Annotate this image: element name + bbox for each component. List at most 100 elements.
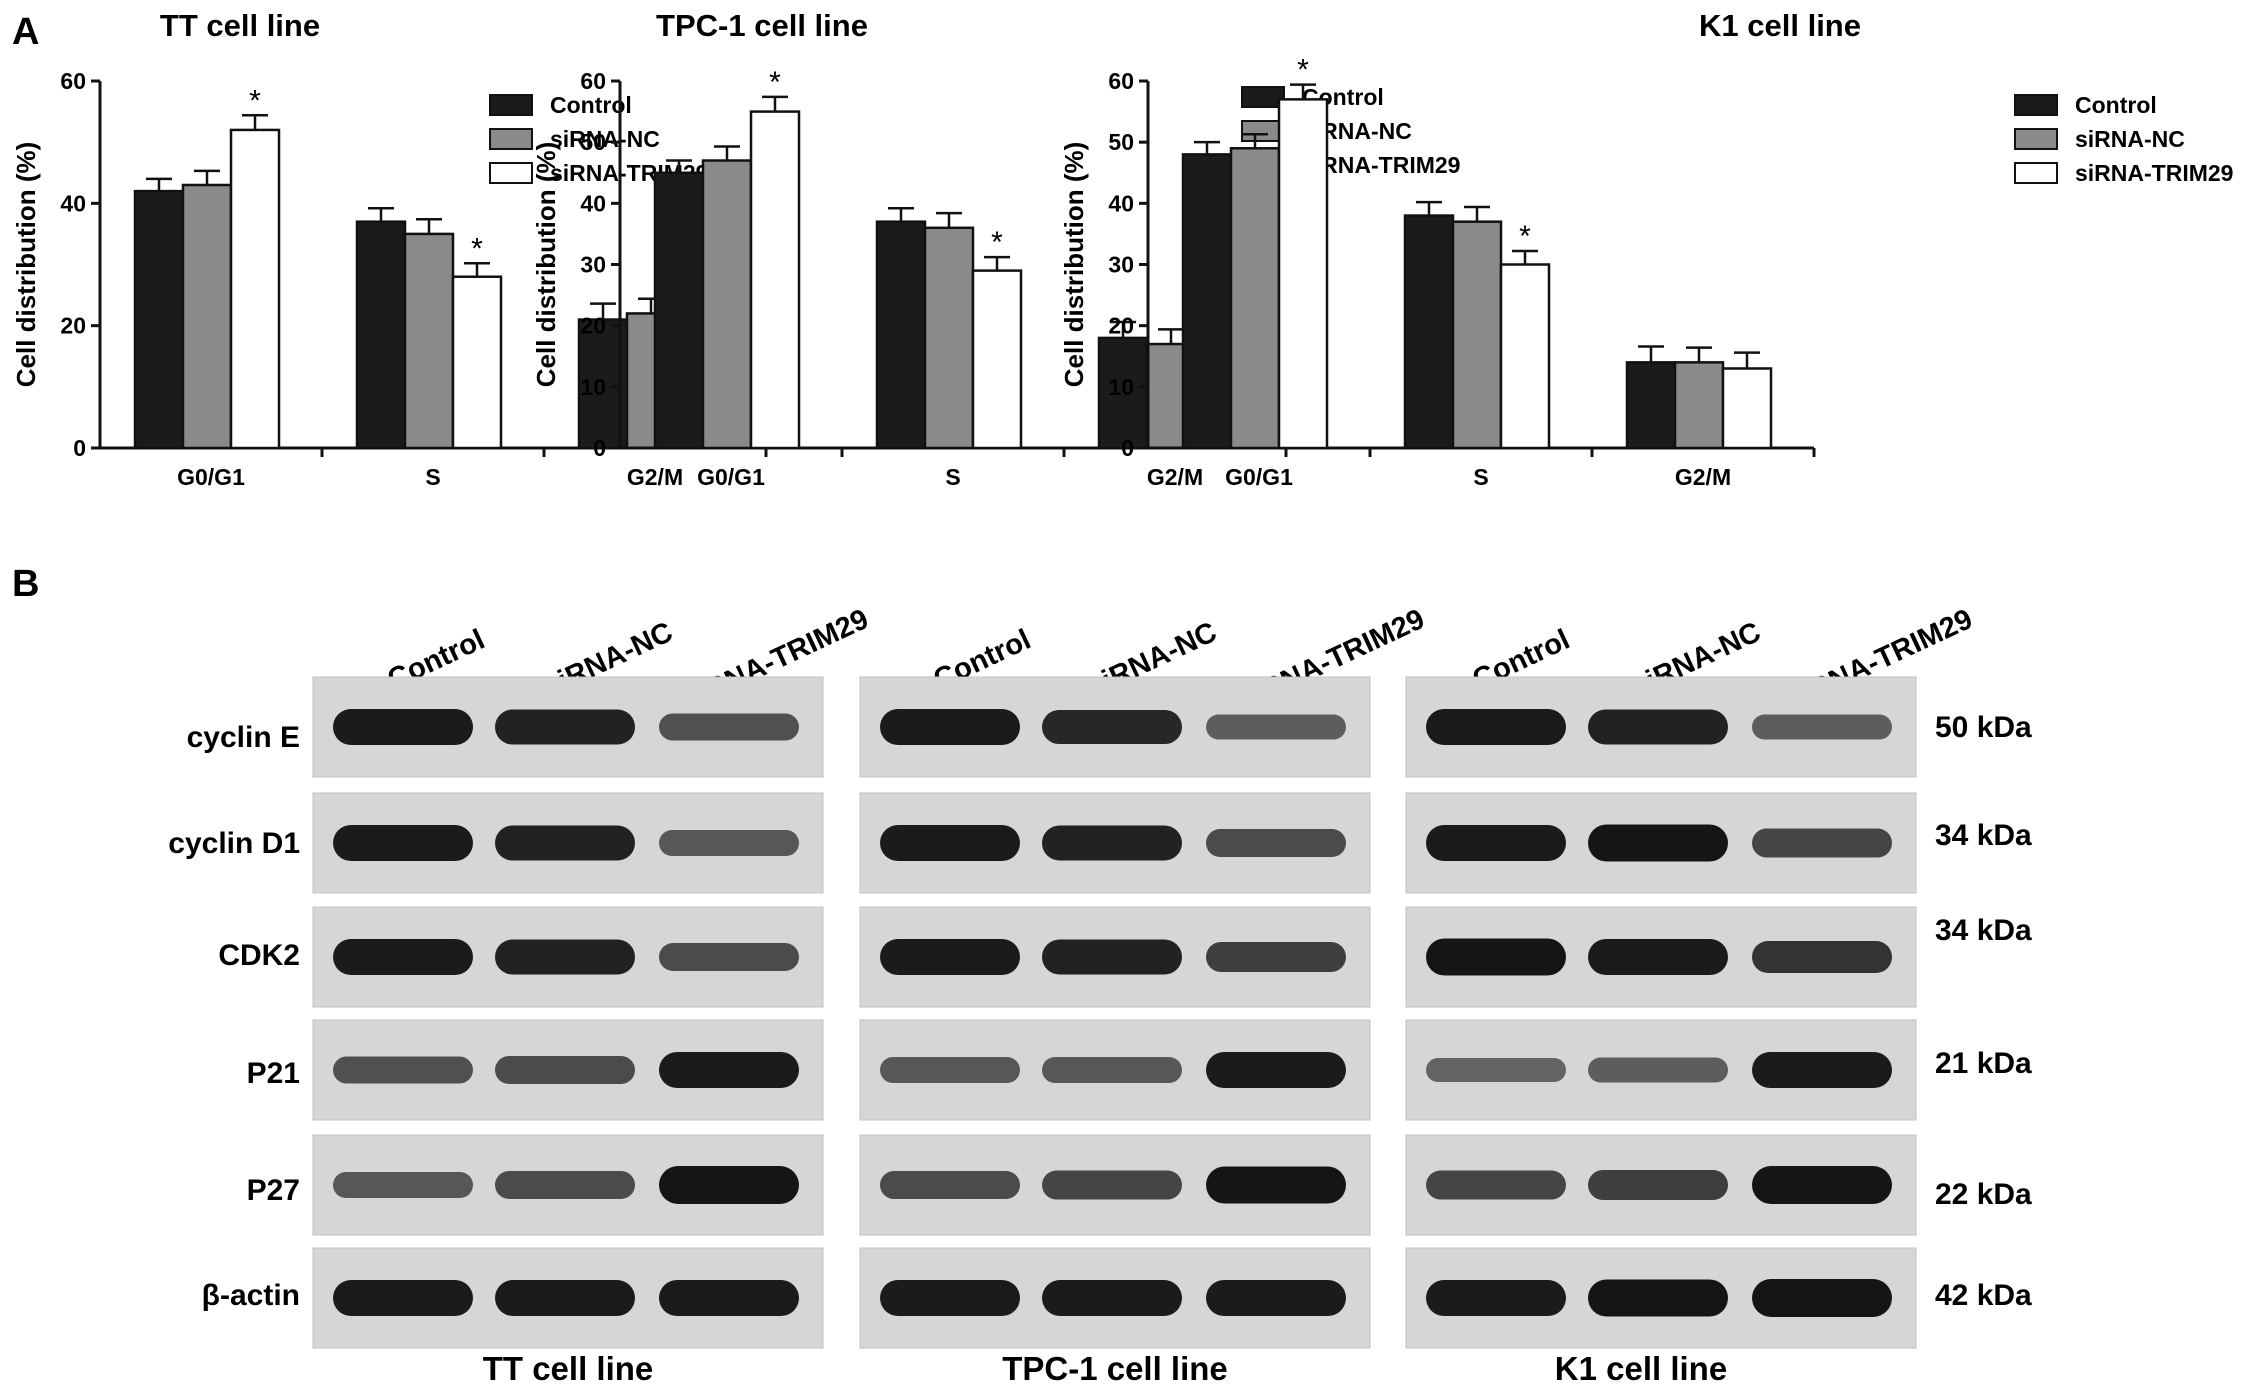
band — [1042, 1280, 1182, 1316]
y-tick-label: 60 — [1108, 68, 1134, 94]
chart-0: TT cell line Cell distribution (%) 0 20 40 60… — [11, 8, 768, 490]
band — [1206, 942, 1346, 972]
band — [1426, 1170, 1566, 1200]
y-tick-label: 50 — [580, 129, 606, 155]
y-tick-label: 20 — [1108, 313, 1134, 339]
band — [1206, 829, 1346, 857]
bar — [1673, 361, 1725, 450]
band — [1588, 1170, 1728, 1200]
cell-line-label: TPC-1 cell line — [1002, 1350, 1228, 1387]
protein-label: P21 — [247, 1057, 300, 1090]
y-tick-label: 0 — [73, 435, 86, 461]
legend-label: siRNA-NC — [550, 126, 660, 152]
x-tick-label: G2/M — [1675, 464, 1731, 490]
y-tick-label: 40 — [1108, 190, 1134, 216]
bar — [875, 220, 927, 450]
panel-b-label: B — [12, 563, 39, 605]
band — [1752, 1279, 1892, 1317]
band — [333, 709, 473, 745]
band — [1042, 825, 1182, 861]
band — [1588, 939, 1728, 975]
band — [333, 1172, 473, 1198]
band — [659, 1052, 799, 1088]
bar — [1721, 367, 1773, 450]
y-tick-label: 30 — [1108, 252, 1134, 278]
x-tick-label: G2/M — [627, 464, 683, 490]
band — [495, 1280, 635, 1316]
y-tick-label: 60 — [580, 68, 606, 94]
protein-label: cyclin D1 — [168, 827, 300, 860]
bar — [451, 275, 503, 450]
band — [880, 1057, 1020, 1083]
band — [495, 939, 635, 975]
significance-mark: * — [991, 226, 1003, 259]
x-tick-label: G2/M — [1147, 464, 1203, 490]
band — [880, 825, 1020, 861]
band — [1752, 1166, 1892, 1204]
band — [495, 1171, 635, 1199]
chart-title: TPC-1 cell line — [656, 8, 868, 43]
significance-mark: * — [249, 84, 261, 117]
band — [333, 1056, 473, 1084]
bar — [133, 189, 185, 450]
y-tick-label: 40 — [60, 190, 86, 216]
protein-label: cyclin E — [187, 721, 300, 754]
bar — [403, 232, 455, 450]
band — [1042, 1170, 1182, 1200]
band — [1426, 825, 1566, 861]
bar — [749, 110, 801, 450]
band — [1752, 714, 1892, 740]
x-tick-label: S — [425, 464, 440, 490]
bar — [355, 220, 407, 450]
band — [1426, 1280, 1566, 1316]
band — [880, 939, 1020, 975]
band — [1426, 709, 1566, 745]
legend-swatch — [2014, 162, 2058, 184]
significance-mark: * — [1297, 54, 1309, 87]
band — [333, 825, 473, 861]
band — [1752, 828, 1892, 858]
y-axis-label: Cell distribution (%) — [531, 142, 561, 388]
legend-label: siRNA-TRIM29 — [2075, 160, 2233, 186]
band — [1752, 1052, 1892, 1088]
y-tick-label: 0 — [593, 435, 606, 461]
chart-2: K1 cell line Cell distribution (%) 0 10 20 30… — [1059, 8, 2233, 490]
bar — [1181, 153, 1233, 450]
bar — [1451, 220, 1503, 450]
molecular-weight-label: 21 kDa — [1935, 1047, 2032, 1080]
protein-label: CDK2 — [218, 939, 300, 972]
y-tick-label: 40 — [580, 190, 606, 216]
y-axis-label: Cell distribution (%) — [11, 142, 41, 388]
band — [1042, 939, 1182, 975]
legend-swatch — [2014, 128, 2058, 150]
band — [659, 943, 799, 971]
y-tick-label: 20 — [580, 313, 606, 339]
bar — [923, 226, 975, 450]
band — [880, 1280, 1020, 1316]
band — [1206, 714, 1346, 740]
legend-swatch — [2014, 94, 2058, 116]
legend-swatch — [1241, 120, 1285, 142]
band — [333, 1280, 473, 1316]
band — [1042, 710, 1182, 744]
legend-swatch — [489, 162, 533, 184]
protein-label: β-actin — [202, 1279, 300, 1312]
legend-label: Control — [550, 92, 632, 118]
band — [1206, 1166, 1346, 1204]
cell-line-label: K1 cell line — [1555, 1350, 1727, 1387]
y-tick-label: 30 — [580, 252, 606, 278]
significance-mark: * — [1519, 220, 1531, 253]
y-tick-label: 10 — [1108, 374, 1134, 400]
bar — [229, 128, 281, 450]
x-tick-label: S — [945, 464, 960, 490]
bar — [1277, 98, 1329, 450]
legend-swatch — [489, 94, 533, 116]
chart-title: K1 cell line — [1699, 8, 1861, 43]
x-tick-label: G0/G1 — [1225, 464, 1293, 490]
molecular-weight-label: 34 kDa — [1935, 914, 2032, 947]
y-tick-label: 20 — [60, 313, 86, 339]
